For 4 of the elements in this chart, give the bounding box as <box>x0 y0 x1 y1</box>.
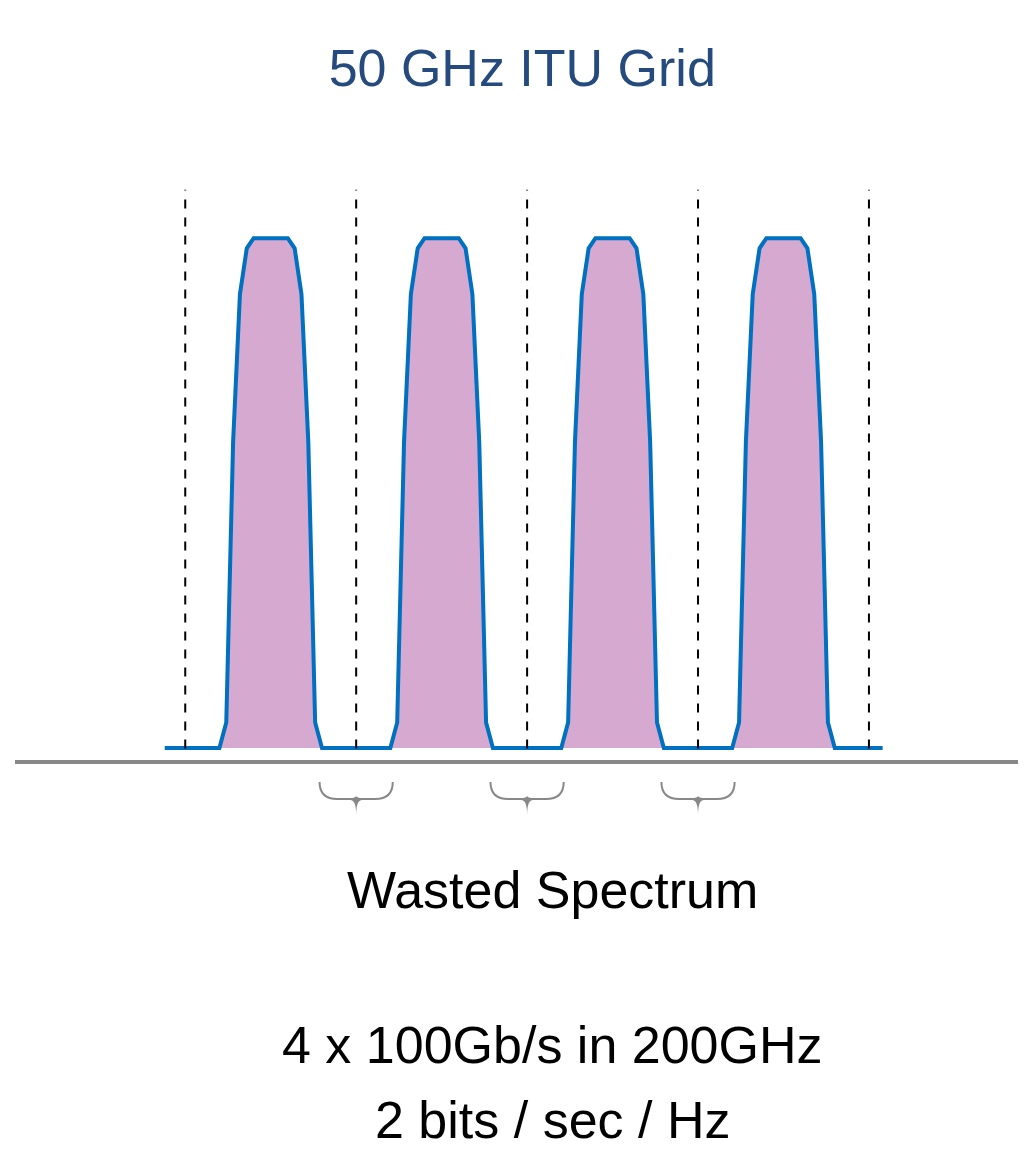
chart-title: 50 GHz ITU Grid <box>328 39 716 98</box>
text: Wasted Spectrum <box>347 861 759 919</box>
text: 2 bits / sec / Hz <box>375 1091 731 1149</box>
text: 4 x 100Gb/s in 200GHz <box>282 1016 823 1074</box>
